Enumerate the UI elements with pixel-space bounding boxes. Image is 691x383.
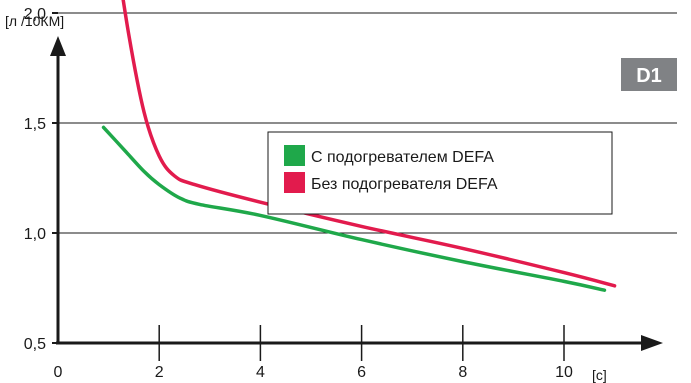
grid-lines [58, 12, 677, 234]
y-tick-label: 0,5 [24, 336, 46, 353]
legend-label-with-defa: С подогревателем DEFA [311, 149, 494, 166]
x-tick-label: 0 [54, 364, 63, 381]
x-axis-arrow [641, 335, 663, 351]
y-axis-label: [л /10КМ] [5, 13, 64, 29]
y-tick-label: 2,0 [24, 6, 46, 23]
legend: С подогревателем DEFA Без подогревателя … [267, 131, 613, 215]
x-tick-label: 2 [155, 364, 164, 381]
chart-badge-background [621, 58, 677, 91]
chart-badge-label: D1 [636, 65, 662, 87]
y-axis-arrow [50, 36, 66, 56]
x-tick-label: 4 [256, 364, 265, 381]
series-line-with-defa [101, 125, 607, 292]
y-tick-label: 1,5 [24, 116, 46, 133]
y-tick-label: 1,0 [24, 226, 46, 243]
x-tick-label: 10 [555, 364, 573, 381]
series-line-without-defa [121, 0, 617, 288]
legend-swatch-without-defa [284, 172, 305, 193]
x-axis-label: [с] [592, 367, 607, 383]
x-tick-label: 6 [357, 364, 366, 381]
series-lines [101, 0, 617, 292]
legend-label-without-defa: Без подогревателя DEFA [311, 176, 498, 193]
x-tick-label: 8 [458, 364, 467, 381]
legend-swatch-with-defa [284, 145, 305, 166]
legend-box [267, 131, 613, 215]
